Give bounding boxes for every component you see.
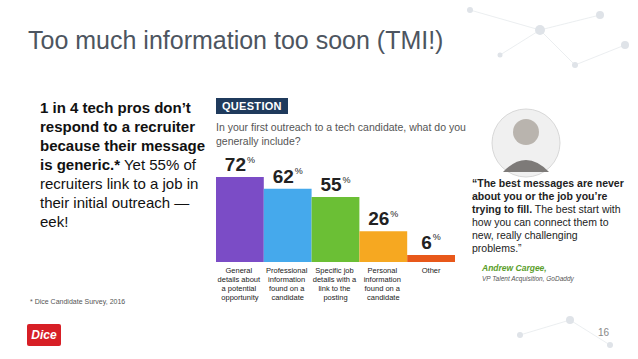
html-text:Dice: Dice <box>31 328 57 342</box>
svg-text:candidate: candidate <box>367 293 400 302</box>
html-text:* Dice Candidate Survey, 2016: * Dice Candidate Survey, 2016 <box>30 298 126 305</box>
html-text:Too much information too soon: Too much information too soon (TMI!) <box>28 26 444 54</box>
svg-text:found on a: found on a <box>269 284 307 293</box>
svg-text:72: 72 <box>225 154 246 175</box>
svg-text:General: General <box>226 266 255 275</box>
svg-text:a potential: a potential <box>222 284 259 293</box>
svg-text:candidate: candidate <box>271 293 304 302</box>
svg-text:posting: posting <box>323 293 347 302</box>
html-text:1 in 4 tech pros don’t respond: 1 in 4 tech pros don’t respond to a recr… <box>40 99 206 230</box>
svg-text:%: % <box>343 175 351 185</box>
svg-text:26: 26 <box>368 208 389 229</box>
svg-text:%: % <box>295 166 303 176</box>
svg-text:Personal: Personal <box>367 266 399 275</box>
svg-text:62: 62 <box>273 166 294 187</box>
svg-text:information: information <box>364 275 403 284</box>
svg-text:information: information <box>268 275 307 284</box>
svg-text:%: % <box>390 209 398 219</box>
html-text:VP Talent Acquisition, GoDaddy: VP Talent Acquisition, GoDaddy <box>482 275 574 282</box>
svg-text:found on a: found on a <box>365 284 403 293</box>
svg-text:6: 6 <box>421 232 432 253</box>
html-text:16: 16 <box>598 327 610 338</box>
svg-text:Other: Other <box>422 266 441 275</box>
html-text:In your first outreach to a te: In your first outreach to a tech candida… <box>216 121 466 147</box>
svg-text:link to the: link to the <box>318 284 352 293</box>
svg-text:details about: details about <box>218 275 263 284</box>
svg-text:55: 55 <box>320 174 342 195</box>
svg-text:opportunity: opportunity <box>221 293 258 302</box>
svg-text:Specific job: Specific job <box>315 266 355 275</box>
html-text:“The best messages are never a: “The best messages are never about you o… <box>472 177 624 254</box>
svg-text:Professional: Professional <box>266 266 309 275</box>
svg-text:%: % <box>247 155 255 165</box>
svg-text:%: % <box>433 232 441 242</box>
svg-text:details with a: details with a <box>313 275 358 284</box>
html-text:QUESTION: QUESTION <box>222 100 282 112</box>
html-text:Andrew Cargee,: Andrew Cargee, <box>482 263 547 273</box>
